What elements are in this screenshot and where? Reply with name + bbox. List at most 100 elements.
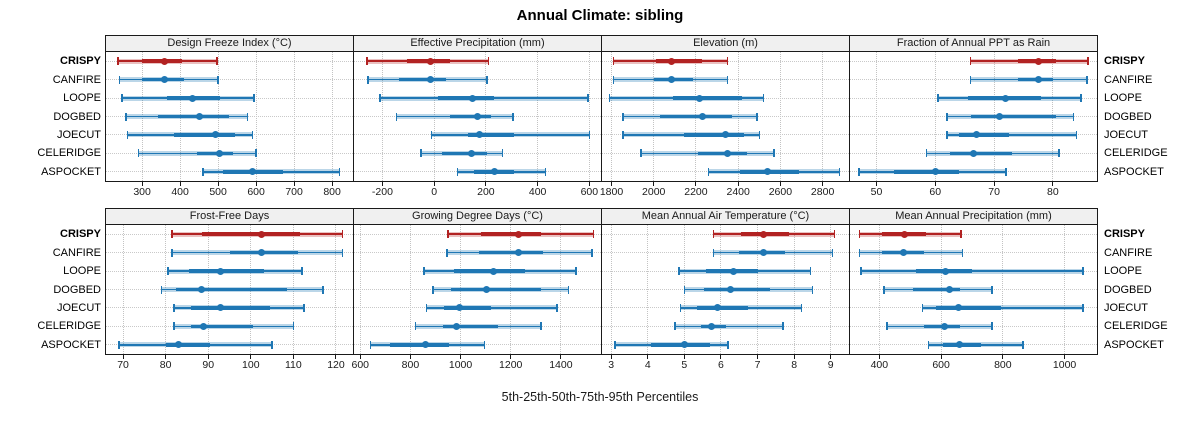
whisker-cap (707, 167, 710, 176)
station-label-aspocket: ASPOCKET (1104, 165, 1164, 178)
whisker-cap (160, 285, 163, 294)
whisker-cap (216, 57, 218, 66)
median-dot (426, 76, 434, 84)
x-axis-mean-annual-air-temperature-c: 3 4 5 6 7 8 9 (602, 355, 849, 371)
axis-tick-label: 700 (285, 186, 303, 198)
axis-tick (1002, 355, 1004, 359)
whisker-cap (447, 230, 449, 239)
x-axis-frost-free-days: 70 80 90 100 110 120 (106, 355, 353, 371)
axis-tick (683, 355, 685, 359)
whisker-cap (121, 94, 123, 103)
median-dot (1002, 94, 1010, 102)
whisker-cap (303, 303, 305, 312)
median-dot (1034, 57, 1042, 65)
station-label-joecut: JOECUT (57, 301, 101, 314)
median-dot (722, 131, 729, 139)
whisker-5-95 (426, 307, 558, 309)
whisker-cap (773, 149, 775, 158)
whisker-cap (171, 230, 173, 239)
whisker-cap (167, 267, 169, 276)
whisker-cap (969, 57, 972, 66)
interquartile-segment-25-75 (176, 287, 287, 292)
whisker-cap (251, 130, 254, 139)
whisker-cap (292, 322, 295, 331)
whisker-cap (171, 248, 173, 257)
x-axis-elevation-m: 1800 2000 2200 2400 2600 2800 (600, 182, 849, 198)
whisker-cap (483, 340, 486, 349)
whisker-cap (622, 130, 624, 139)
median-dot (713, 304, 721, 312)
whisker-cap (991, 285, 993, 294)
x-axis-caption: 5th-25th-50th-75th-95th Percentiles (501, 390, 699, 404)
whisker-cap (255, 149, 257, 158)
interquartile-segment-25-75 (443, 324, 499, 329)
interquartile-segment-25-75 (651, 343, 710, 347)
axis-tick (647, 355, 649, 359)
whisker-5-95 (860, 270, 1084, 272)
interquartile-segment-25-75 (158, 114, 229, 119)
median-dot (668, 76, 676, 84)
axis-tick (611, 182, 612, 186)
median-dot (940, 322, 948, 330)
axis-tick (331, 182, 333, 186)
median-dot (954, 304, 962, 312)
whisker-5-95 (675, 325, 784, 328)
whisker-cap (540, 322, 542, 331)
whisker-cap (588, 130, 591, 139)
gridline-y (850, 252, 1097, 254)
interquartile-segment-25-75 (165, 343, 211, 347)
axis-tick-label: 2000 (642, 186, 666, 198)
median-dot (161, 76, 169, 84)
interquartile-segment-25-75 (970, 114, 1056, 119)
axis-tick-label: 1000 (1052, 359, 1077, 371)
gridline-y (106, 60, 353, 62)
station-label-celeridge: CELERIDGE (1104, 320, 1168, 333)
whisker-cap (925, 149, 928, 158)
axis-tick-label: 800 (323, 186, 341, 198)
panel-plot-effective-precipitation-mm (353, 51, 602, 182)
axis-tick (179, 182, 181, 186)
whisker-cap (125, 112, 127, 121)
whisker-cap (217, 75, 219, 84)
median-dot (483, 286, 491, 293)
whisker-cap (758, 130, 761, 139)
whisker-cap (117, 57, 119, 66)
axis-tick (433, 182, 435, 186)
median-dot (196, 113, 204, 120)
whisker-cap (432, 285, 434, 294)
axis-tick-label: 2600 (768, 186, 793, 198)
axis-tick (292, 355, 294, 359)
whisker-cap (1082, 267, 1084, 276)
median-dot (160, 57, 168, 65)
whisker-cap (961, 248, 964, 257)
panel-header-mean-annual-precipitation-mm: Mean Annual Precipitation (mm) (849, 208, 1098, 225)
median-dot (956, 341, 964, 349)
median-dot (759, 230, 767, 238)
axis-tick-label: 4 (644, 359, 651, 371)
whisker-cap (322, 285, 324, 294)
axis-tick (141, 182, 143, 186)
axis-tick (409, 355, 411, 359)
axis-tick-label: 8 (791, 359, 798, 371)
whisker-cap (425, 303, 428, 312)
whisker-cap (575, 267, 577, 276)
whisker-cap (246, 112, 249, 121)
whisker-cap (1058, 149, 1060, 158)
interquartile-segment-25-75 (174, 133, 236, 137)
axis-tick (560, 355, 562, 359)
whisker-cap (423, 267, 425, 276)
whisker-cap (612, 57, 615, 66)
station-label-aspocket: ASPOCKET (41, 338, 101, 351)
interquartile-segment-25-75 (704, 287, 771, 292)
whisker-cap (1072, 112, 1075, 121)
whisker-cap (202, 167, 204, 176)
axis-tick (653, 182, 655, 186)
whisker-cap (1075, 130, 1078, 139)
station-label-crispy: CRISPY (1104, 55, 1145, 68)
station-label-loope: LOOPE (1104, 265, 1142, 278)
interquartile-segment-25-75 (191, 306, 270, 310)
panel-header-elevation-m: Elevation (m) (601, 35, 850, 52)
median-dot (257, 230, 265, 238)
interquartile-segment-25-75 (958, 133, 1009, 137)
axis-tick (695, 182, 697, 186)
